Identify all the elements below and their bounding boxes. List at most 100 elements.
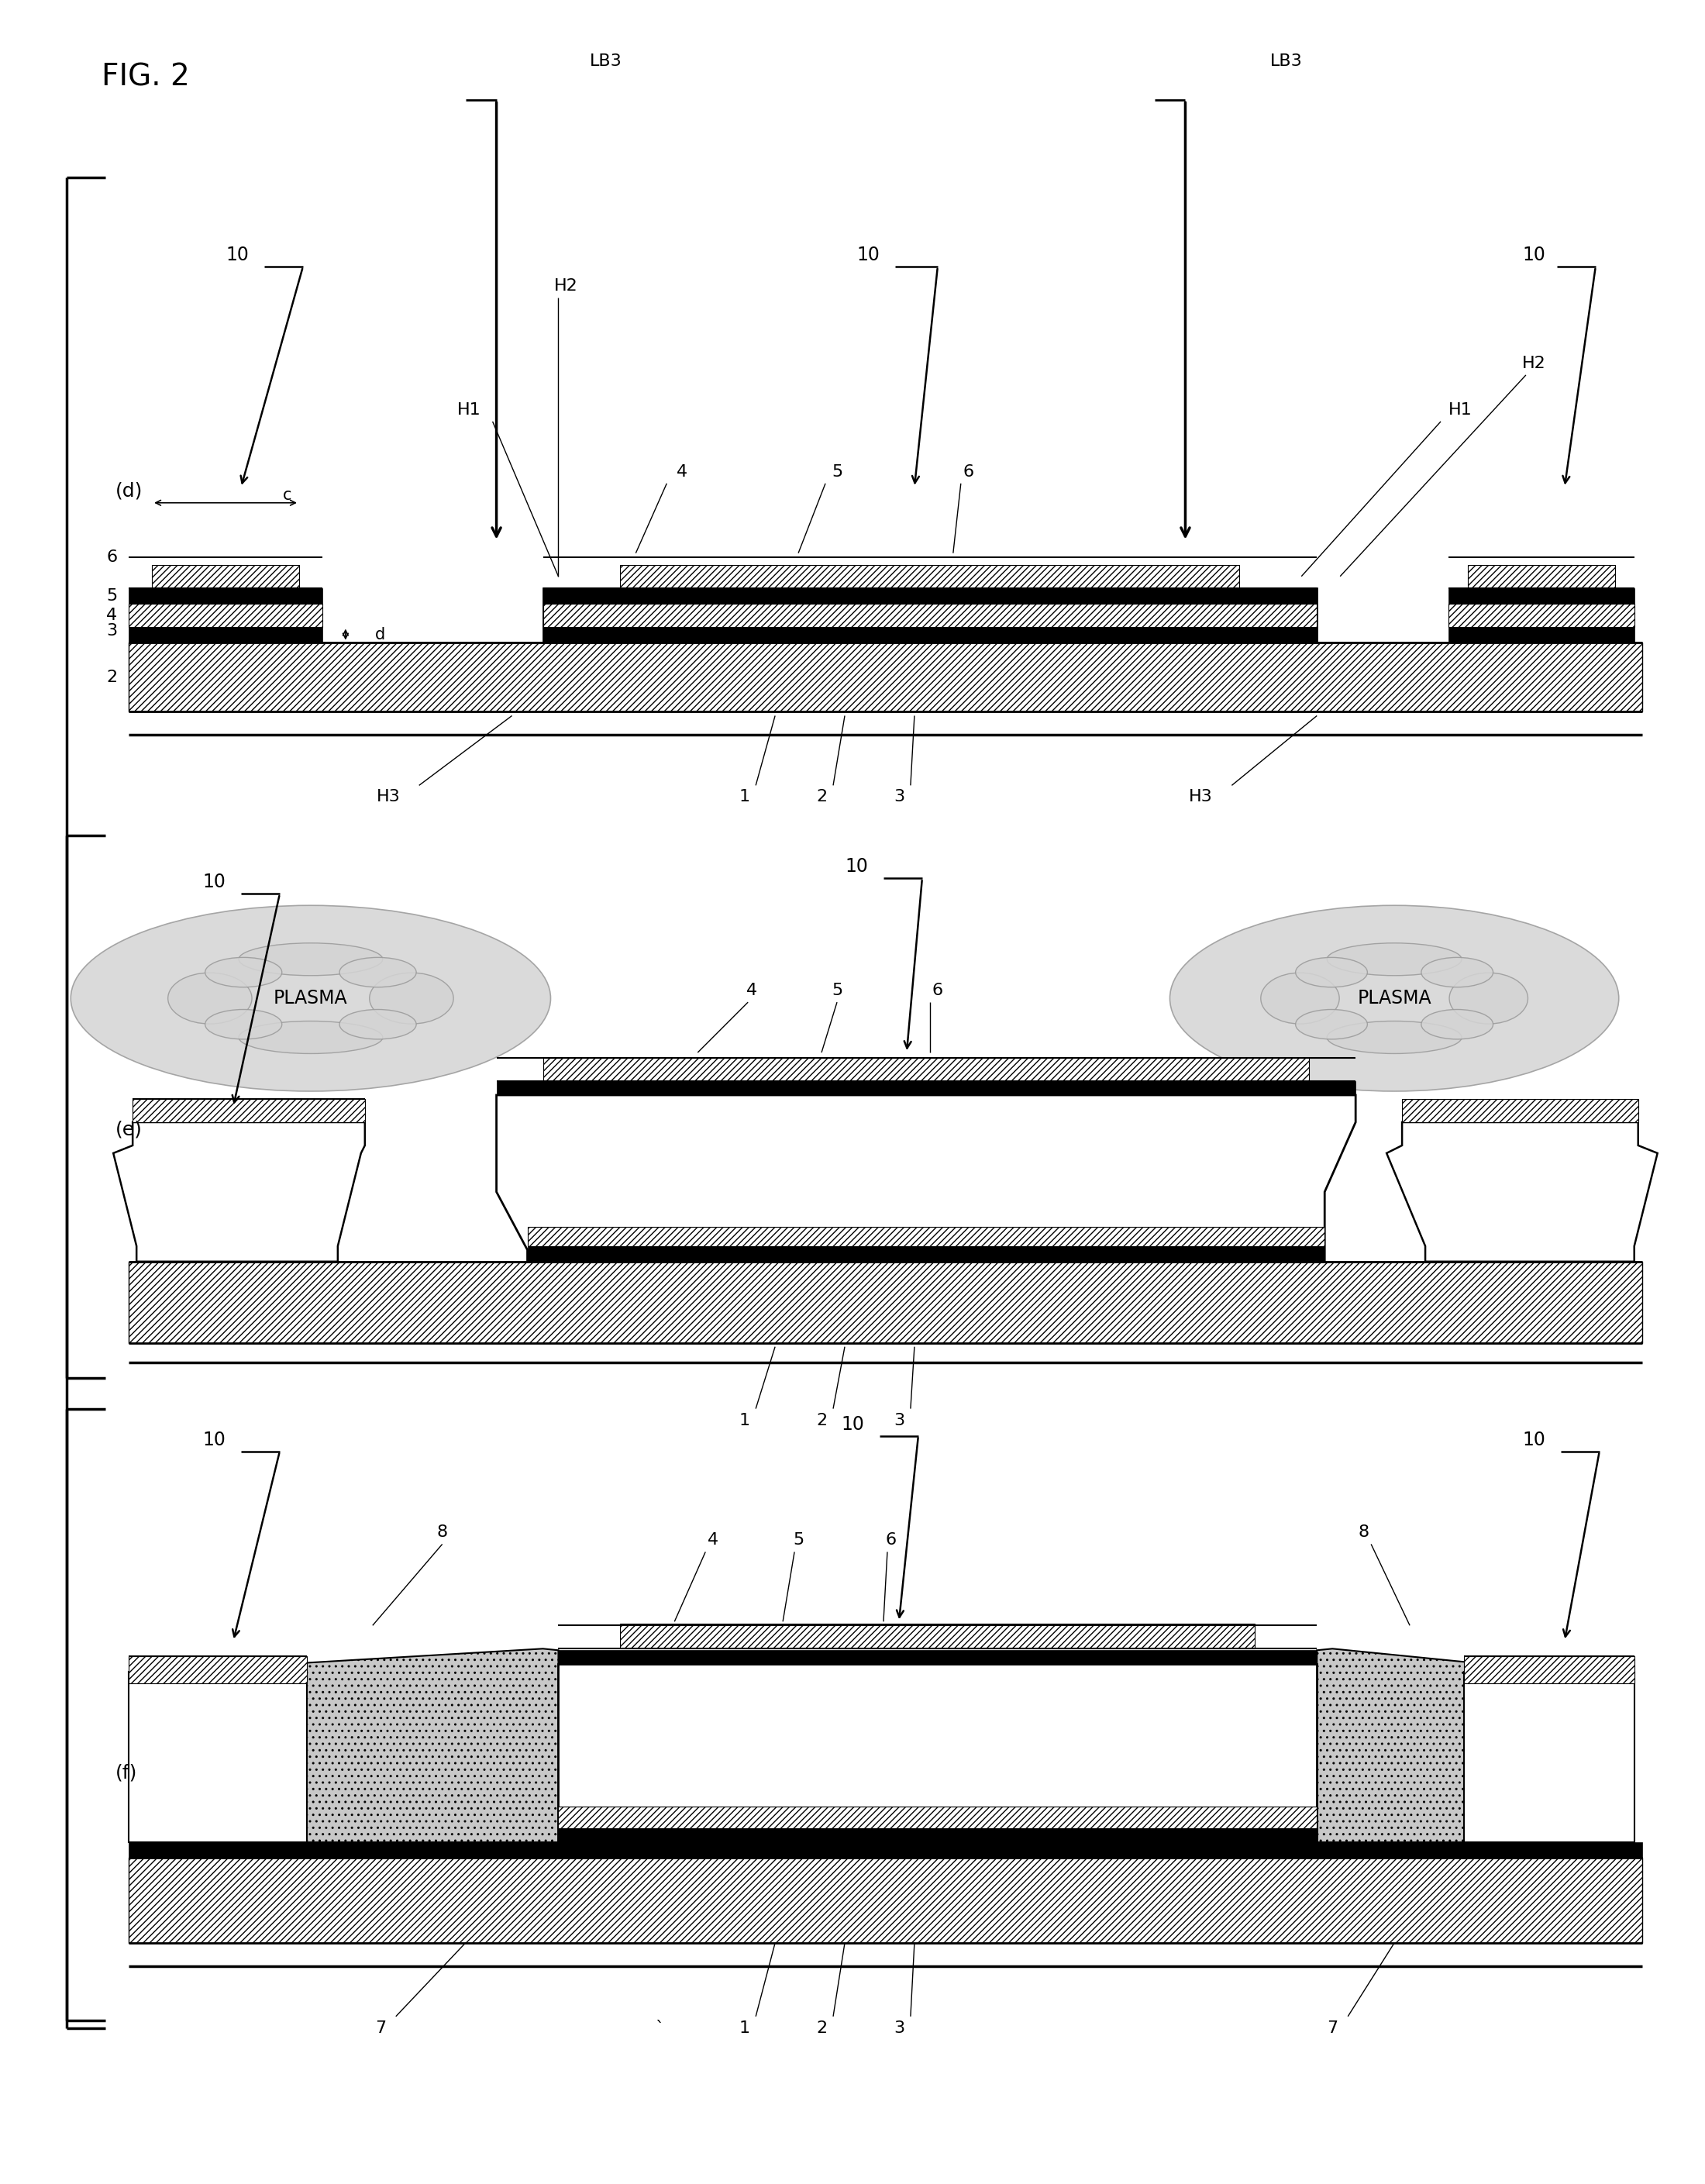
Text: 4: 4 (106, 607, 118, 622)
Text: PLASMA: PLASMA (1357, 989, 1432, 1007)
Text: FIG. 2: FIG. 2 (102, 61, 189, 92)
Text: 3: 3 (893, 1413, 904, 1428)
Ellipse shape (339, 1009, 416, 1040)
Text: H2: H2 (1523, 356, 1545, 371)
Text: LB3: LB3 (1270, 55, 1303, 70)
Bar (1449, 587, 1635, 603)
Text: 10: 10 (203, 1431, 225, 1448)
Ellipse shape (239, 943, 382, 976)
Text: 5: 5 (793, 1533, 803, 1548)
Bar (130, 1655, 307, 1684)
Polygon shape (496, 1094, 1355, 1262)
Text: 2: 2 (817, 1413, 827, 1428)
Ellipse shape (239, 1022, 382, 1053)
Text: 5: 5 (832, 463, 842, 480)
Bar (542, 627, 1316, 642)
Ellipse shape (1422, 1009, 1494, 1040)
Ellipse shape (1422, 957, 1494, 987)
Bar (527, 1227, 1325, 1247)
Text: 4: 4 (708, 1533, 718, 1548)
Text: (f): (f) (116, 1762, 138, 1782)
Ellipse shape (205, 957, 281, 987)
Text: 8: 8 (436, 1524, 448, 1540)
Ellipse shape (167, 972, 252, 1024)
Bar (1468, 566, 1615, 587)
Text: H1: H1 (457, 402, 481, 417)
Bar (130, 1843, 1642, 1859)
Text: 10: 10 (841, 1415, 864, 1433)
Polygon shape (113, 1123, 365, 1262)
Text: 1: 1 (738, 788, 750, 804)
Ellipse shape (1449, 972, 1528, 1024)
Ellipse shape (1296, 957, 1367, 987)
Bar (558, 1651, 1316, 1664)
Polygon shape (1316, 1649, 1635, 1843)
Bar (1402, 1099, 1639, 1123)
Bar (558, 1806, 1316, 1828)
Bar (1465, 1673, 1635, 1843)
Bar (130, 1859, 1642, 1944)
Text: 7: 7 (1326, 2020, 1338, 2035)
Text: (e): (e) (116, 1120, 143, 1140)
Bar (496, 1081, 1355, 1094)
Bar (558, 1664, 1316, 1843)
Text: LB3: LB3 (590, 55, 622, 70)
Bar (130, 1673, 307, 1843)
Text: H3: H3 (377, 788, 401, 804)
Text: 2: 2 (106, 668, 118, 686)
Text: H2: H2 (554, 277, 578, 295)
Text: 6: 6 (106, 548, 118, 566)
Text: d: d (375, 627, 385, 642)
Ellipse shape (1326, 1022, 1461, 1053)
Bar (621, 566, 1240, 587)
Text: 4: 4 (677, 463, 687, 480)
Bar (542, 603, 1316, 627)
Text: H1: H1 (1449, 402, 1473, 417)
Text: (d): (d) (116, 483, 143, 500)
Bar (130, 1262, 1642, 1343)
Bar (130, 587, 322, 603)
Ellipse shape (370, 972, 454, 1024)
Text: 1: 1 (738, 1413, 750, 1428)
Text: 5: 5 (832, 983, 842, 998)
Bar (621, 1625, 1255, 1649)
Ellipse shape (1260, 972, 1340, 1024)
Text: 10: 10 (1523, 1431, 1545, 1448)
Text: 10: 10 (856, 247, 880, 264)
Text: 6: 6 (933, 983, 943, 998)
Ellipse shape (70, 906, 551, 1092)
Text: 6: 6 (963, 463, 974, 480)
Bar (1449, 627, 1635, 642)
Ellipse shape (1170, 906, 1618, 1092)
Bar (542, 587, 1316, 603)
Ellipse shape (1326, 943, 1461, 976)
Bar (1465, 1655, 1635, 1684)
Ellipse shape (339, 957, 416, 987)
Text: c: c (283, 487, 292, 502)
Text: 3: 3 (893, 2020, 904, 2035)
Polygon shape (136, 1649, 558, 1843)
Bar (542, 587, 1316, 642)
Bar (133, 1099, 365, 1123)
Text: 10: 10 (1523, 247, 1545, 264)
Text: PLASMA: PLASMA (273, 989, 348, 1007)
Bar (558, 1828, 1316, 1843)
Polygon shape (1386, 1123, 1657, 1262)
Bar (130, 603, 322, 627)
Text: H3: H3 (1188, 788, 1212, 804)
Text: 6: 6 (885, 1533, 897, 1548)
Text: 2: 2 (817, 2020, 827, 2035)
Text: 10: 10 (844, 858, 868, 876)
Text: 10: 10 (225, 247, 249, 264)
Text: `: ` (655, 2020, 663, 2035)
Bar (542, 1057, 1309, 1081)
Text: 10: 10 (203, 874, 225, 891)
Text: 2: 2 (817, 788, 827, 804)
Bar (130, 642, 1642, 712)
Text: 4: 4 (747, 983, 757, 998)
Text: 7: 7 (375, 2020, 385, 2035)
Text: 1: 1 (738, 2020, 750, 2035)
Bar (1449, 603, 1635, 627)
Text: 8: 8 (1357, 1524, 1369, 1540)
Ellipse shape (1296, 1009, 1367, 1040)
